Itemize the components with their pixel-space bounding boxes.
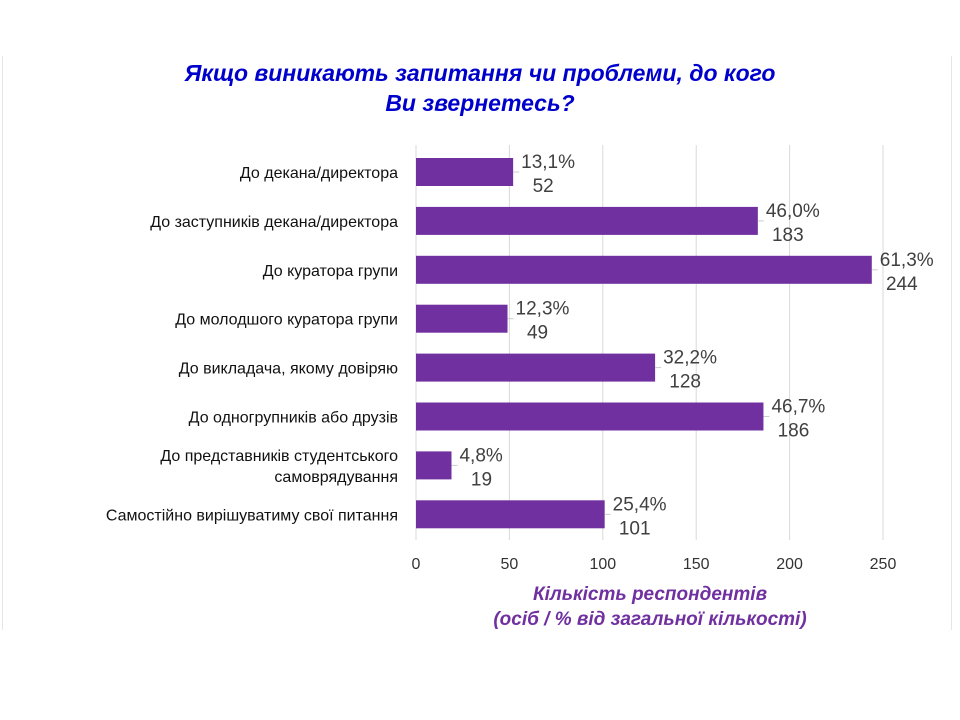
bar	[416, 402, 764, 431]
value-label: 101	[619, 518, 651, 539]
bar	[416, 451, 452, 480]
x-tick-label: 50	[501, 556, 519, 573]
x-tick-label: 150	[683, 556, 710, 573]
value-label: 49	[527, 323, 548, 344]
bar	[416, 353, 656, 382]
category-label: До куратора групи	[263, 263, 398, 280]
percent-label: 13,1%	[521, 152, 575, 173]
percent-label: 46,0%	[766, 201, 820, 222]
bar	[416, 304, 508, 333]
percent-label: 61,3%	[880, 250, 934, 271]
category-label: До одногрупників або друзів	[189, 410, 398, 427]
percent-label: 32,2%	[663, 348, 717, 369]
value-label: 183	[772, 225, 804, 246]
value-label: 52	[533, 176, 554, 197]
chart-title: Якщо виникають запитання чи проблеми, до…	[184, 60, 776, 116]
category-label: самоврядування	[274, 469, 398, 486]
bar	[416, 158, 514, 186]
percent-label: 25,4%	[613, 494, 667, 515]
x-tick-label: 200	[776, 556, 803, 573]
bar	[416, 500, 605, 529]
x-tick-label: 250	[870, 556, 897, 573]
category-label: До представників студентського	[160, 448, 398, 465]
category-label: До викладача, якому довіряю	[179, 361, 398, 378]
percent-label: 4,8%	[459, 445, 502, 466]
category-label: До молодшого куратора групи	[175, 312, 398, 329]
percent-label: 12,3%	[516, 299, 570, 320]
bar	[416, 255, 872, 284]
x-tick-label: 0	[412, 556, 421, 573]
chart-frame	[2, 56, 952, 630]
x-axis-title: (осіб / % від загальної кількості)	[493, 609, 806, 630]
x-tick-label: 100	[589, 556, 616, 573]
category-label: До декана/директора	[240, 165, 398, 182]
value-label: 19	[471, 469, 492, 490]
percent-label: 46,7%	[771, 397, 825, 418]
value-label: 244	[886, 274, 918, 295]
bar	[416, 206, 758, 235]
value-label: 186	[778, 421, 810, 442]
category-label: До заступників декана/директора	[150, 214, 398, 231]
value-label: 128	[669, 372, 701, 393]
x-axis-title: Кількість респондентів	[533, 584, 767, 605]
category-label: Самостійно вирішуватиму свої питання	[106, 507, 398, 524]
